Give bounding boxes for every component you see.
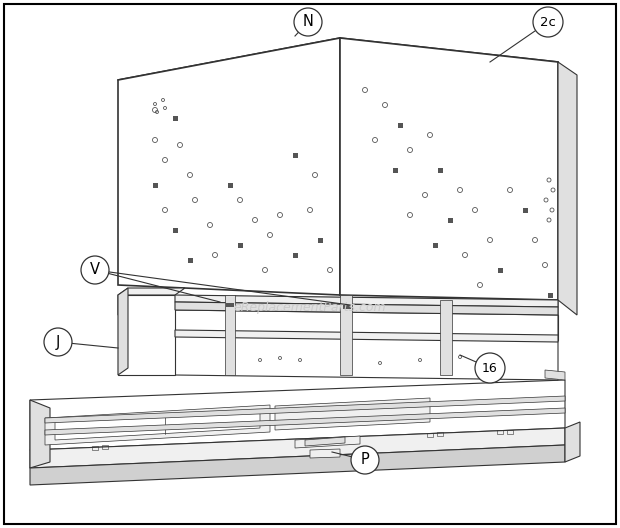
Circle shape bbox=[351, 446, 379, 474]
Text: P: P bbox=[361, 452, 370, 467]
Polygon shape bbox=[118, 288, 185, 295]
Bar bbox=[172, 116, 177, 120]
Bar bbox=[230, 303, 234, 307]
Bar bbox=[438, 167, 443, 173]
Bar bbox=[317, 238, 322, 242]
Text: V: V bbox=[90, 262, 100, 278]
Polygon shape bbox=[45, 405, 270, 445]
Text: 2c: 2c bbox=[540, 15, 556, 29]
Bar bbox=[497, 430, 503, 434]
Bar bbox=[237, 242, 242, 248]
Circle shape bbox=[294, 8, 322, 36]
Polygon shape bbox=[295, 436, 360, 448]
Bar bbox=[187, 258, 192, 262]
Polygon shape bbox=[55, 410, 260, 440]
Text: 16: 16 bbox=[482, 362, 498, 374]
Polygon shape bbox=[310, 449, 340, 458]
Bar bbox=[92, 446, 98, 449]
Polygon shape bbox=[545, 370, 565, 380]
Bar bbox=[427, 433, 433, 437]
Circle shape bbox=[475, 353, 505, 383]
Polygon shape bbox=[118, 38, 340, 295]
Bar bbox=[547, 293, 552, 297]
Polygon shape bbox=[30, 428, 565, 468]
Polygon shape bbox=[175, 310, 558, 380]
Polygon shape bbox=[340, 295, 352, 375]
Text: N: N bbox=[303, 14, 314, 30]
Bar bbox=[293, 153, 298, 157]
Polygon shape bbox=[118, 295, 175, 375]
Bar bbox=[433, 242, 438, 248]
Polygon shape bbox=[45, 396, 565, 423]
Bar bbox=[343, 305, 347, 309]
Text: J: J bbox=[56, 335, 60, 350]
Polygon shape bbox=[30, 400, 50, 468]
Bar bbox=[397, 122, 402, 127]
Bar bbox=[293, 252, 298, 258]
Polygon shape bbox=[118, 295, 558, 315]
Polygon shape bbox=[275, 398, 430, 430]
Bar bbox=[102, 445, 108, 449]
Bar bbox=[226, 303, 230, 307]
Bar bbox=[392, 167, 397, 173]
Circle shape bbox=[533, 7, 563, 37]
Bar bbox=[437, 432, 443, 437]
Polygon shape bbox=[440, 300, 452, 375]
Polygon shape bbox=[30, 445, 565, 485]
Bar bbox=[448, 218, 453, 222]
Polygon shape bbox=[45, 408, 565, 435]
Circle shape bbox=[81, 256, 109, 284]
Circle shape bbox=[44, 328, 72, 356]
Polygon shape bbox=[118, 315, 558, 340]
Polygon shape bbox=[175, 330, 558, 342]
Bar bbox=[153, 183, 157, 187]
Bar bbox=[497, 268, 502, 272]
Bar bbox=[507, 430, 513, 434]
Polygon shape bbox=[175, 295, 558, 307]
Polygon shape bbox=[565, 422, 580, 462]
Bar bbox=[347, 305, 351, 309]
Bar bbox=[523, 208, 528, 212]
Bar bbox=[228, 183, 232, 187]
Polygon shape bbox=[305, 437, 345, 446]
Polygon shape bbox=[118, 288, 128, 375]
Polygon shape bbox=[558, 62, 577, 315]
Polygon shape bbox=[340, 38, 558, 300]
Polygon shape bbox=[225, 295, 235, 375]
Bar bbox=[172, 228, 177, 232]
Polygon shape bbox=[175, 302, 558, 315]
Polygon shape bbox=[30, 380, 565, 450]
Text: eReplacementParts.com: eReplacementParts.com bbox=[234, 301, 386, 315]
